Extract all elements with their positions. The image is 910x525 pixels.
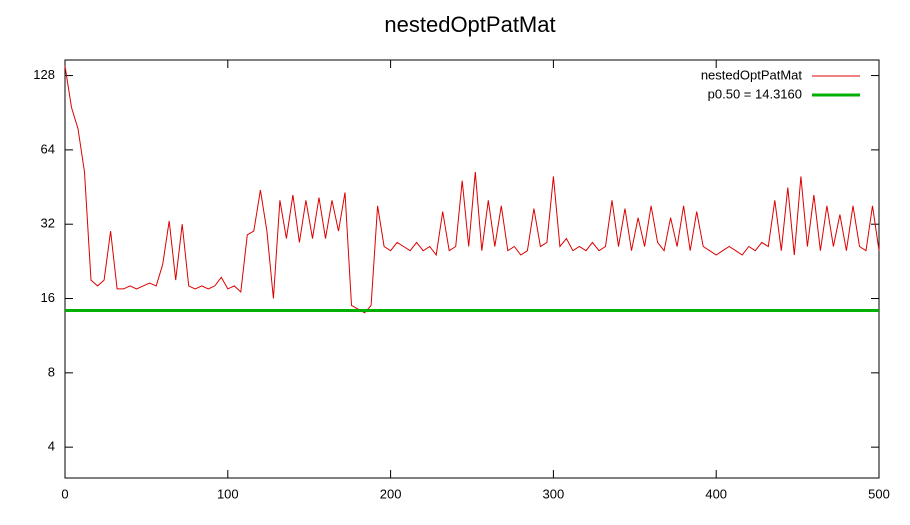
y-tick-label: 16 [41, 290, 55, 305]
y-tick-label: 8 [48, 364, 55, 379]
y-tick-label: 128 [33, 67, 55, 82]
legend-label: nestedOptPatMat [701, 67, 803, 82]
data-line [64, 65, 880, 314]
plot-frame [64, 59, 880, 479]
x-tick-label: 400 [705, 486, 727, 501]
y-tick-label: 4 [48, 439, 55, 454]
chart-title: nestedOptPatMat [384, 12, 555, 37]
legend-label: p0.50 = 14.3160 [708, 86, 802, 101]
x-tick-label: 100 [217, 486, 239, 501]
x-tick-label: 300 [543, 486, 565, 501]
y-tick-label: 32 [41, 216, 55, 231]
y-tick-label: 64 [41, 141, 55, 156]
x-tick-label: 200 [380, 486, 402, 501]
x-tick-label: 0 [61, 486, 68, 501]
x-tick-label: 500 [868, 486, 890, 501]
